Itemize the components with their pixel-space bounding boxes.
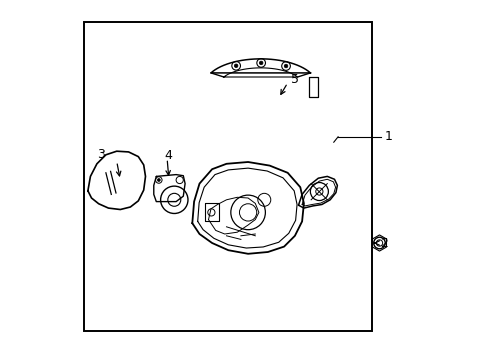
Polygon shape	[210, 59, 310, 77]
Circle shape	[284, 64, 287, 68]
Bar	[84, 22, 371, 331]
Text: 1: 1	[384, 130, 391, 143]
Circle shape	[234, 64, 238, 68]
Circle shape	[157, 179, 160, 181]
Text: 4: 4	[164, 149, 172, 162]
Text: 5: 5	[290, 73, 298, 86]
Text: 2: 2	[380, 237, 387, 249]
Text: 3: 3	[97, 148, 104, 161]
Circle shape	[259, 61, 263, 65]
